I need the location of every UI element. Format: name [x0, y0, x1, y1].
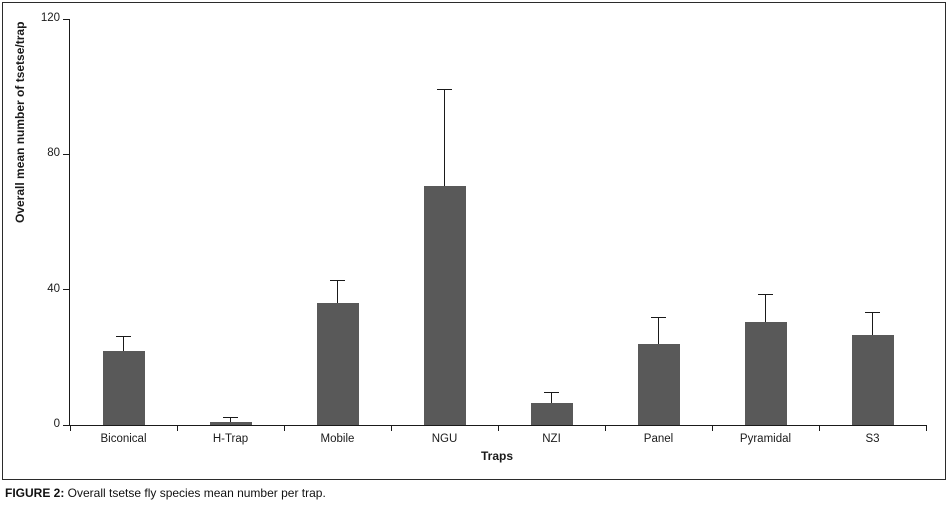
chart-frame: Overall mean number of tsetse/trap 0 40 80…	[2, 2, 946, 480]
x-tick-mark	[283, 425, 285, 431]
x-tick-mark	[925, 425, 927, 431]
x-tick-mark	[497, 425, 499, 431]
x-tick-label: NZI	[542, 433, 561, 445]
caption-text: Overall tsetse fly species mean number p…	[64, 486, 326, 500]
error-bar-cap	[865, 312, 880, 314]
error-bar-line	[765, 294, 766, 322]
error-bar-line	[444, 90, 445, 187]
error-bar-line	[337, 281, 338, 304]
y-tick-mark	[63, 153, 69, 155]
x-tick-label: H-Trap	[212, 433, 249, 445]
error-bar-line	[658, 318, 659, 344]
error-bar-cap	[330, 280, 345, 282]
error-bar-cap	[651, 317, 666, 319]
error-bar-line	[872, 313, 873, 336]
bar	[209, 421, 252, 425]
error-bar-cap	[437, 89, 452, 91]
x-tick-mark	[176, 425, 178, 431]
figure-caption: FIGURE 2: Overall tsetse fly species mea…	[5, 486, 326, 500]
y-tick-label: 120	[40, 12, 60, 24]
error-bar-cap	[223, 417, 238, 419]
error-bar-cap	[116, 336, 131, 338]
x-tick-mark	[604, 425, 606, 431]
caption-label: FIGURE 2:	[5, 486, 65, 500]
x-tick-label: S3	[865, 433, 880, 445]
bar	[316, 303, 359, 425]
x-tick-mark	[69, 425, 71, 431]
x-tick-label: Biconical	[100, 433, 147, 445]
error-bar-line	[551, 392, 552, 404]
y-tick-mark	[63, 424, 69, 426]
bar	[530, 403, 573, 425]
bar	[851, 335, 894, 425]
error-bar-line	[230, 418, 231, 422]
y-tick-label: 80	[47, 147, 60, 160]
bar	[102, 350, 145, 425]
y-tick-mark	[63, 18, 69, 20]
bar	[637, 343, 680, 425]
x-tick-mark	[711, 425, 713, 431]
x-tick-label: Mobile	[320, 433, 355, 445]
plot-area: 0 40 80 120 Biconical H-Trap Mobile NGU NZI Panel…	[41, 12, 927, 445]
y-tick-mark	[63, 289, 69, 291]
y-tick-label: 0	[53, 418, 60, 430]
x-tick-mark	[818, 425, 820, 431]
error-bar-cap	[544, 391, 559, 393]
x-tick-mark	[390, 425, 392, 431]
x-tick-label: Pyramidal	[739, 433, 792, 445]
bar	[744, 321, 787, 425]
x-tick-label: Panel	[643, 433, 674, 445]
x-axis-label: Traps	[480, 449, 513, 463]
error-bar-line	[123, 337, 124, 351]
error-bar-cap	[758, 293, 773, 295]
x-tick-label: NGU	[431, 433, 458, 445]
bar	[423, 186, 466, 425]
y-tick-label: 40	[47, 282, 60, 295]
